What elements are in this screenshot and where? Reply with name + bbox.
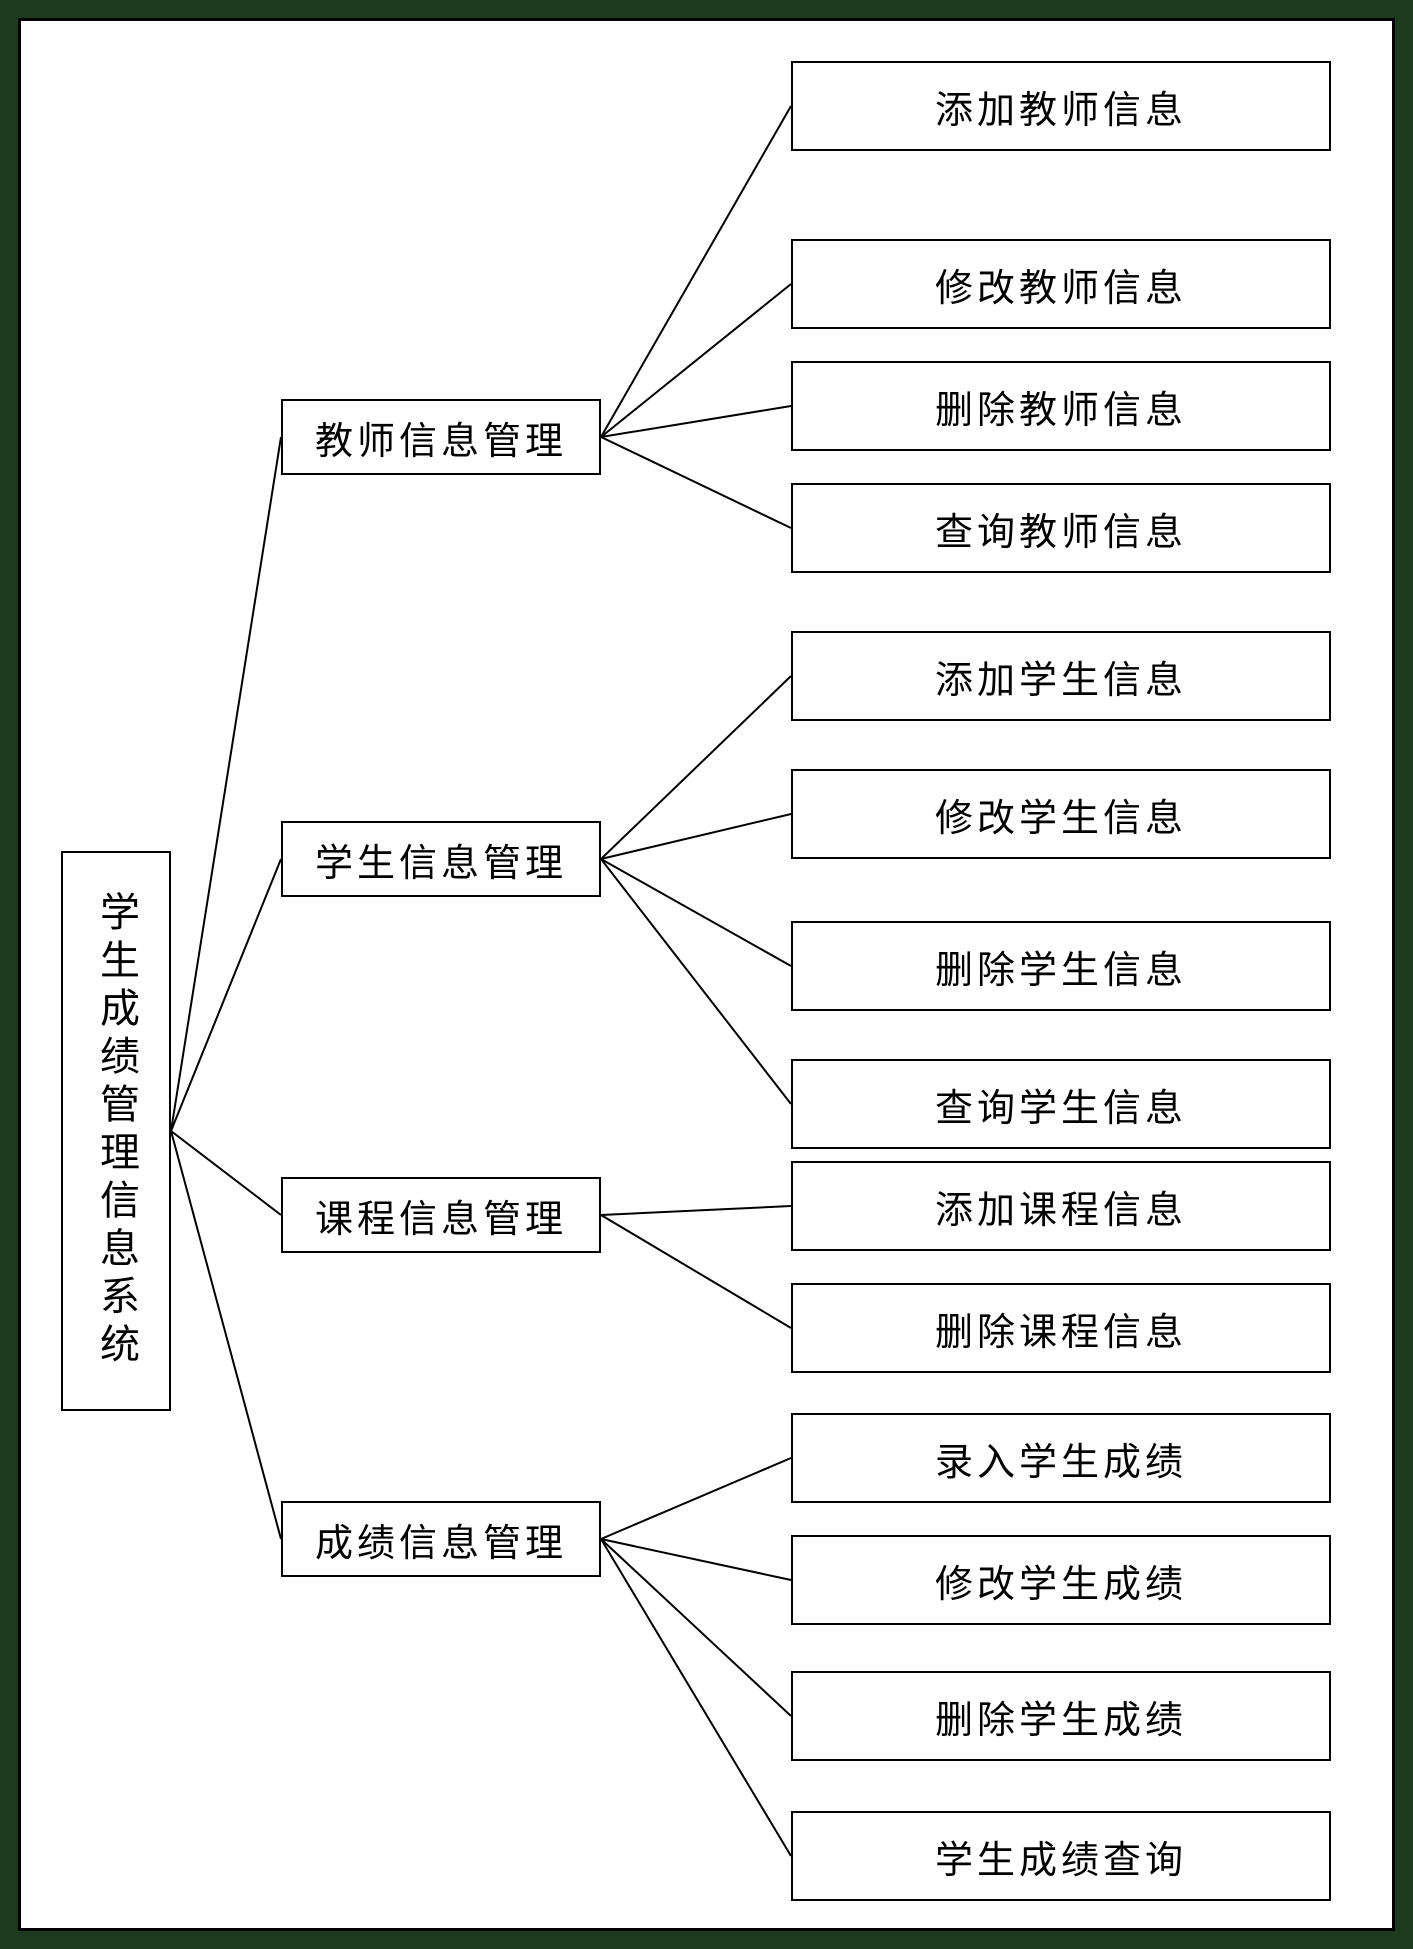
leaf-node-3-label: 删除教师信息 — [935, 379, 1187, 434]
root-node: 学生成绩管理信息系统 — [61, 851, 171, 1411]
leaf-node-1-label: 添加教师信息 — [935, 79, 1187, 134]
leaf-node-4: 查询教师信息 — [791, 483, 1331, 573]
leaf-node-11-label: 录入学生成绩 — [935, 1431, 1187, 1486]
leaf-node-14-label: 学生成绩查询 — [935, 1829, 1187, 1884]
leaf-node-7-label: 删除学生信息 — [935, 939, 1187, 994]
mid-node-4-label: 成绩信息管理 — [315, 1512, 567, 1567]
leaf-node-7: 删除学生信息 — [791, 921, 1331, 1011]
leaf-node-12: 修改学生成绩 — [791, 1535, 1331, 1625]
root-node-label: 学生成绩管理信息系统 — [87, 891, 145, 1371]
mid-node-1: 教师信息管理 — [281, 399, 601, 475]
leaf-node-10: 删除课程信息 — [791, 1283, 1331, 1373]
leaf-node-1: 添加教师信息 — [791, 61, 1331, 151]
leaf-node-4-label: 查询教师信息 — [935, 501, 1187, 556]
mid-node-4: 成绩信息管理 — [281, 1501, 601, 1577]
diagram-canvas: 学生成绩管理信息系统 教师信息管理学生信息管理课程信息管理成绩信息管理 添加教师信息… — [18, 18, 1395, 1931]
leaf-node-9-label: 添加课程信息 — [935, 1179, 1187, 1234]
leaf-node-12-label: 修改学生成绩 — [935, 1553, 1187, 1608]
leaf-node-6-label: 修改学生信息 — [935, 787, 1187, 842]
leaf-node-13: 删除学生成绩 — [791, 1671, 1331, 1761]
mid-node-2-label: 学生信息管理 — [315, 832, 567, 887]
leaf-node-10-label: 删除课程信息 — [935, 1301, 1187, 1356]
leaf-node-5-label: 添加学生信息 — [935, 649, 1187, 704]
mid-node-3: 课程信息管理 — [281, 1177, 601, 1253]
leaf-node-14: 学生成绩查询 — [791, 1811, 1331, 1901]
mid-node-3-label: 课程信息管理 — [315, 1188, 567, 1243]
leaf-node-13-label: 删除学生成绩 — [935, 1689, 1187, 1744]
mid-node-1-label: 教师信息管理 — [315, 410, 567, 465]
leaf-node-6: 修改学生信息 — [791, 769, 1331, 859]
leaf-node-2-label: 修改教师信息 — [935, 257, 1187, 312]
leaf-node-9: 添加课程信息 — [791, 1161, 1331, 1251]
leaf-node-11: 录入学生成绩 — [791, 1413, 1331, 1503]
leaf-node-8-label: 查询学生信息 — [935, 1077, 1187, 1132]
leaf-node-8: 查询学生信息 — [791, 1059, 1331, 1149]
leaf-node-2: 修改教师信息 — [791, 239, 1331, 329]
mid-node-2: 学生信息管理 — [281, 821, 601, 897]
outer-frame: 学生成绩管理信息系统 教师信息管理学生信息管理课程信息管理成绩信息管理 添加教师信息… — [0, 0, 1413, 1949]
leaf-node-3: 删除教师信息 — [791, 361, 1331, 451]
leaf-node-5: 添加学生信息 — [791, 631, 1331, 721]
